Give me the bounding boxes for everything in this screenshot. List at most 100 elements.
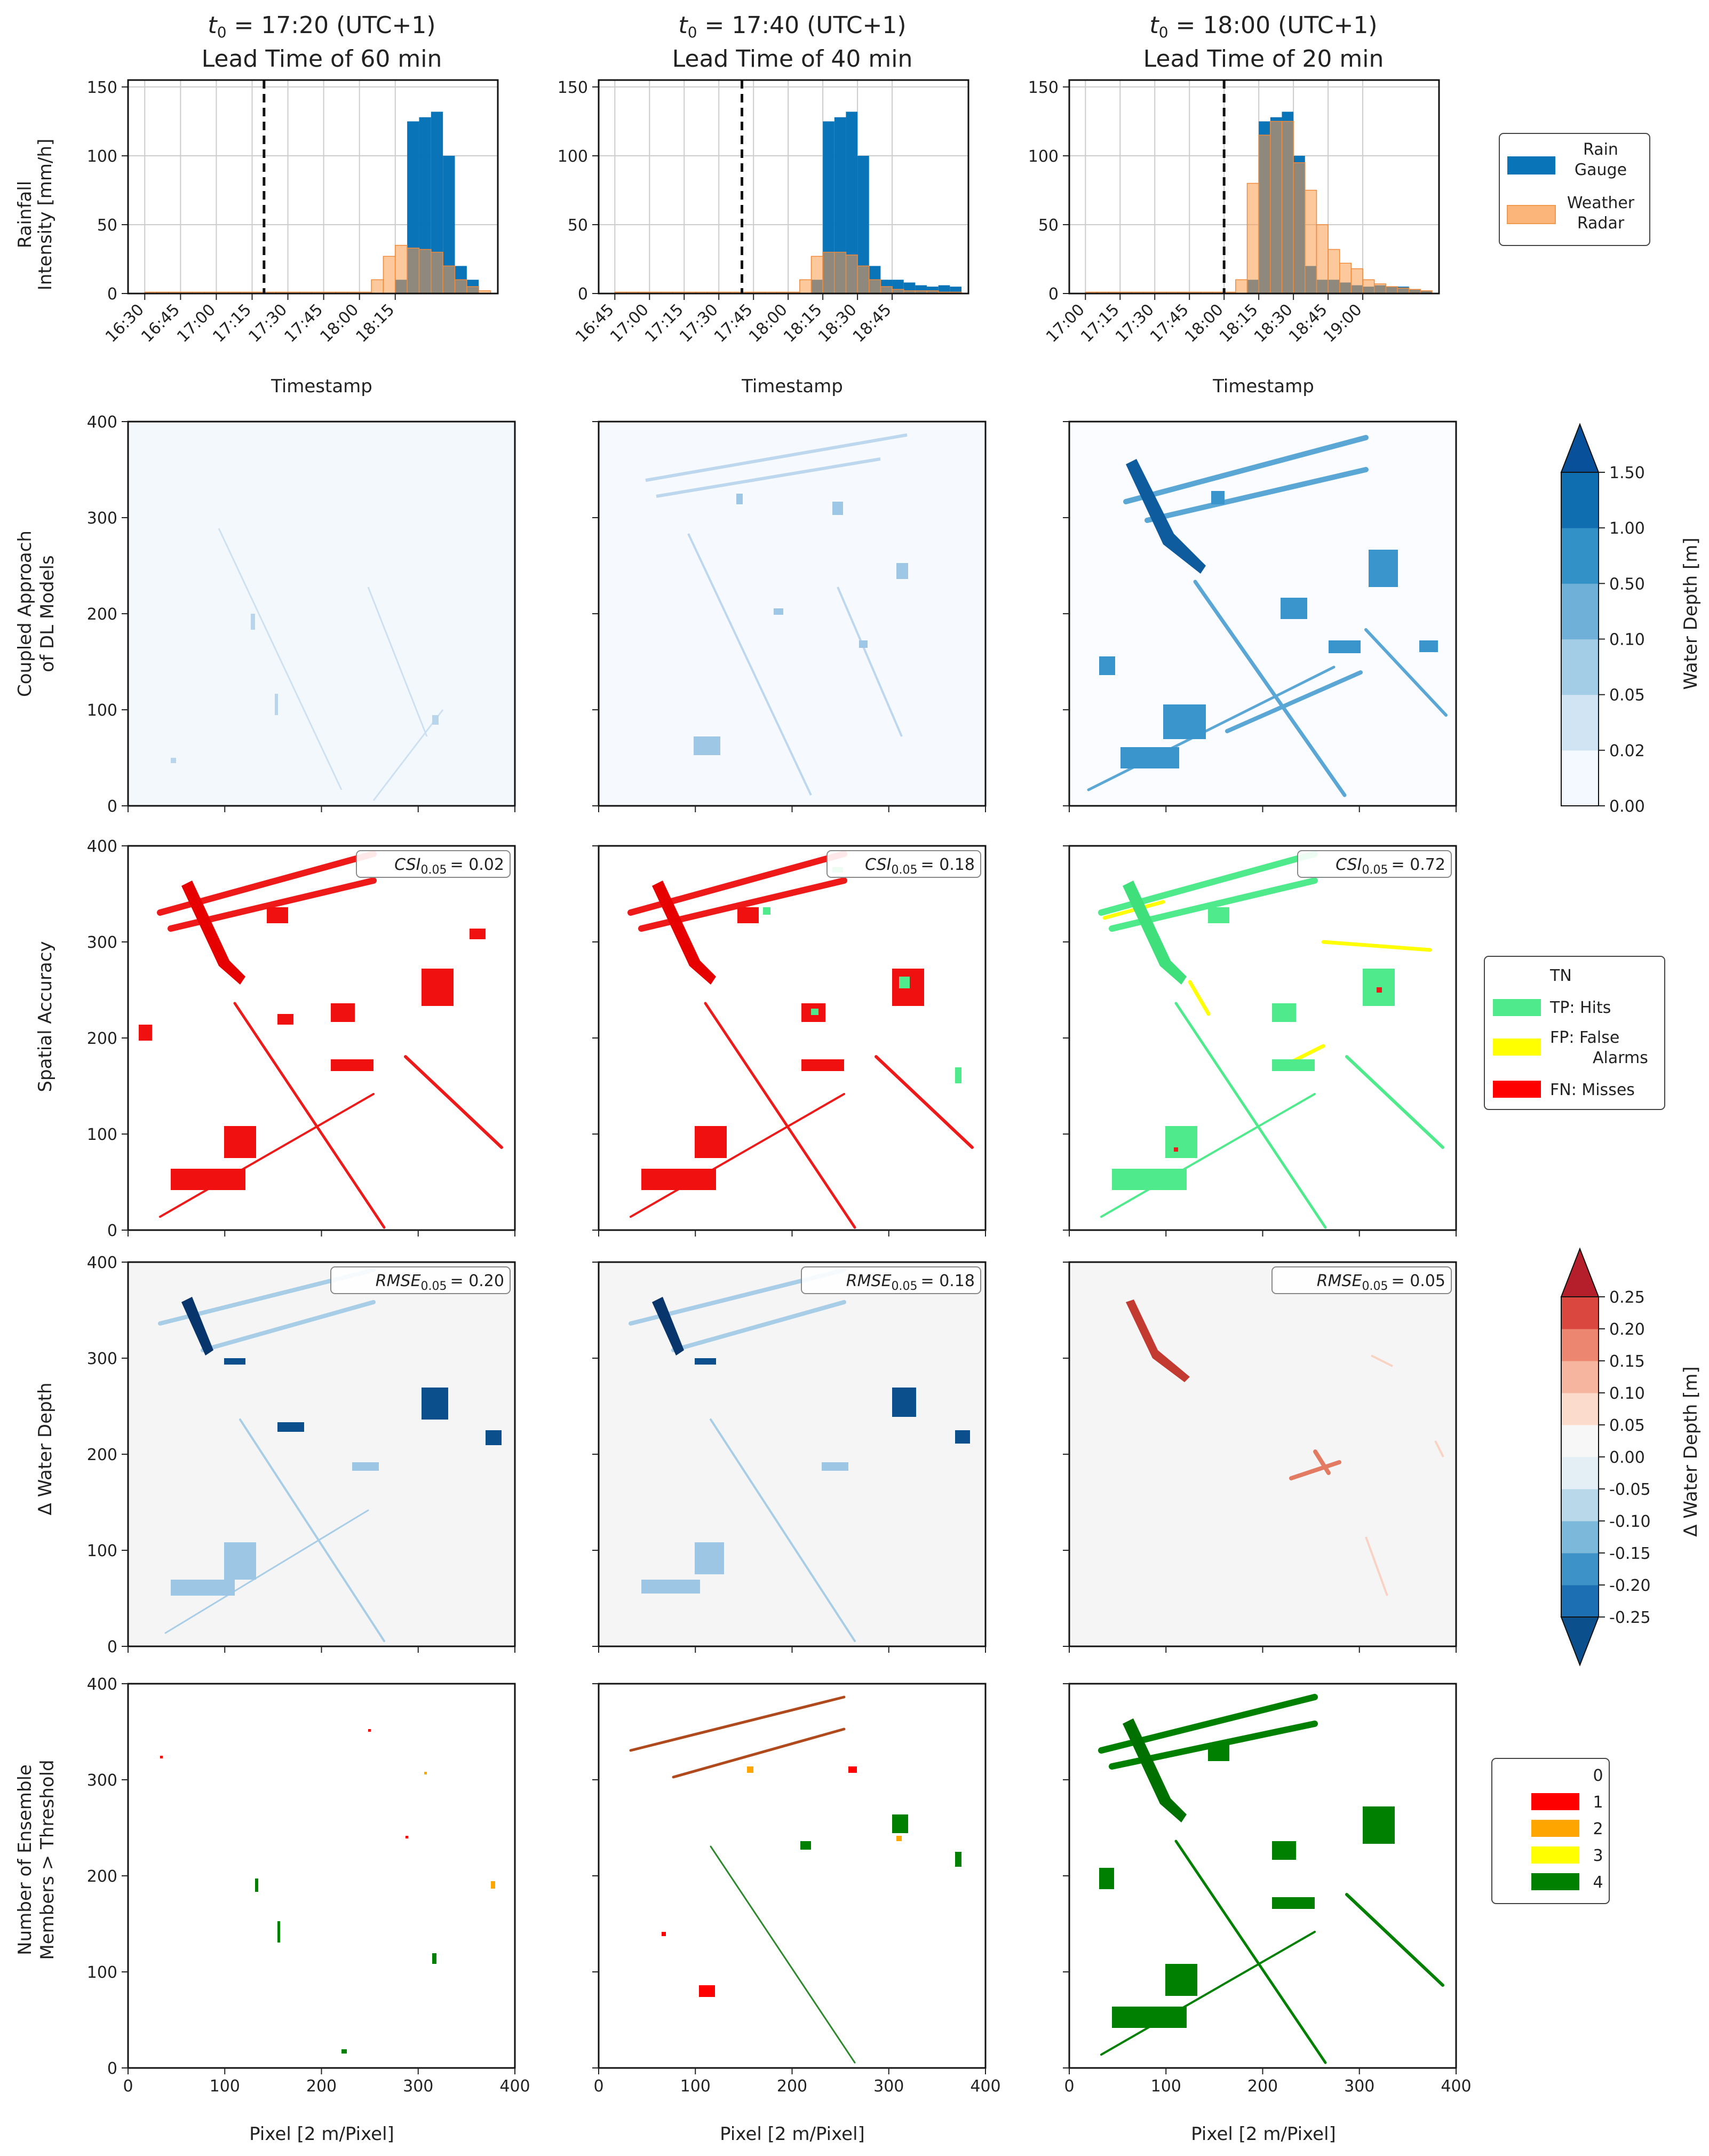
x-tick-label: 16:45 (572, 300, 618, 346)
map-xlabel-1: Pixel [2 m/Pixel] (249, 2123, 394, 2145)
radar-bar (383, 256, 396, 294)
x-tick-label: 18:30 (1251, 300, 1297, 346)
legend-radar-line2: Radar (1577, 214, 1625, 233)
x-tick-label: 17:30 (245, 300, 291, 346)
miss-patch (1174, 1147, 1178, 1152)
gauge-bar (834, 117, 846, 294)
colorbar-segment (1561, 1329, 1599, 1361)
colorbar-tick-label: 0.00 (1609, 797, 1645, 816)
legend-label-0: 0 (1593, 1766, 1603, 1785)
y-tick-label: 0 (107, 2059, 117, 2078)
water-patch (432, 715, 439, 725)
x-tick-label: 300 (403, 2077, 433, 2096)
map-xlabel-2: Pixel [2 m/Pixel] (720, 2123, 865, 2145)
plot-frame (127, 79, 499, 295)
water-patch (1211, 491, 1225, 504)
legend-label-2: 2 (1593, 1820, 1603, 1838)
legend-swatch-tn (1493, 967, 1541, 984)
x-tick-label: 17:00 (1043, 300, 1088, 346)
colorbar-tick-label: 1.00 (1609, 519, 1645, 538)
colorbar-segment (1561, 583, 1599, 639)
radar-bar (1350, 268, 1363, 294)
rain-xlabel-3: Timestamp (1212, 376, 1314, 397)
title-rest: = 17:20 (UTC+1) (227, 12, 436, 39)
miss-patch (801, 1059, 844, 1071)
colorbar-segment (1561, 639, 1599, 695)
metric-value: = 0.18 (921, 1272, 975, 1290)
accuracy-legend: TN TP: Hits FP: False Alarms FN: Misses (1484, 956, 1665, 1110)
miss-patch (224, 1126, 256, 1158)
rain-xlabel-2: Timestamp (741, 376, 843, 397)
colorbar-tick-label: -0.05 (1609, 1480, 1651, 1499)
y-tick-label: 50 (97, 216, 117, 235)
x-tick-label: 100 (210, 2077, 240, 2096)
ensemble-streak (672, 1727, 846, 1779)
water-patch (171, 758, 176, 763)
road-streak (367, 586, 428, 737)
legend-frame (1484, 956, 1665, 1110)
delta-map-3: RMSE0.05 = 0.05 (1068, 1261, 1457, 1647)
colorbar-segment (1561, 694, 1599, 751)
radar-bar (1339, 263, 1352, 294)
radar-bar (1258, 134, 1271, 294)
y-tick-label: 100 (558, 147, 588, 166)
radar-bar (371, 279, 384, 294)
y-tick-label: 100 (87, 701, 117, 720)
coupled-ylabel-line2: of DL Models (37, 555, 58, 672)
water-depth-colorbar: Water Depth [m] 0.00 0.02 0.05 0.10 0.50 1.00… (1560, 423, 1702, 816)
x-tick-label: 17:00 (173, 300, 219, 346)
miss-patch (695, 1126, 727, 1158)
colorbar-segment (1561, 750, 1599, 806)
x-tick-label: 17:15 (1077, 300, 1123, 346)
water-patch (859, 640, 868, 648)
y-tick-label: 200 (87, 1029, 117, 1048)
miss-patch (470, 929, 486, 939)
radar-bar (869, 279, 881, 294)
delta-streak (201, 1300, 376, 1352)
hit-streak (1100, 1093, 1316, 1218)
water-patch (1369, 550, 1398, 587)
annotation-box (356, 850, 511, 878)
delta-patch (822, 1462, 848, 1471)
ensemble-ylabel-line1: Number of Ensemble (14, 1764, 36, 1955)
radar-bar (1281, 121, 1294, 294)
road-streak (1123, 435, 1369, 504)
x-tick-label: 0 (1064, 2077, 1074, 2096)
delta-streak (1371, 1354, 1393, 1367)
gauge-bar (846, 112, 858, 294)
ensemble-patch (892, 1814, 908, 1833)
legend-fp-line2: Alarms (1593, 1049, 1648, 1067)
ensemble-patch (491, 1881, 495, 1889)
annotation-box (330, 1266, 511, 1294)
road-streak (1364, 628, 1448, 717)
water-patch (774, 608, 783, 615)
map-background (128, 846, 515, 1230)
coupled-row: Coupled Approach of DL Models (14, 421, 1702, 816)
colorbar-extend-top (1560, 423, 1600, 473)
hit-channel (1123, 881, 1187, 985)
hit-patch (811, 1009, 818, 1015)
ensemble-streak (1100, 1931, 1316, 2056)
road-streak (656, 457, 881, 498)
radar-bar (454, 279, 467, 294)
ensemble-patch (896, 1836, 902, 1841)
delta-patch (224, 1358, 245, 1365)
radar-bar (1305, 189, 1317, 294)
y-tick-label: 400 (87, 1254, 117, 1272)
water-patch (275, 694, 278, 715)
x-tick-label: 18:15 (1216, 300, 1262, 346)
ensemble-patch (800, 1841, 811, 1850)
delta-patch (892, 1388, 916, 1417)
false-alarm-streak (1188, 980, 1211, 1016)
road-streak (372, 709, 444, 801)
x-tick-label: 300 (1344, 2077, 1374, 2096)
hit-patch (763, 907, 770, 915)
colorbar-label: Δ Water Depth [m] (1680, 1366, 1702, 1536)
water-patch (1120, 747, 1179, 768)
colorbar-segment (1561, 472, 1599, 528)
radar-bar (880, 286, 893, 294)
rain-panel-1: 05010015016:3016:4517:0017:1517:3017:451… (87, 78, 499, 346)
hit-patch (1272, 1003, 1296, 1022)
colorbar-tick-label: 0.25 (1609, 1288, 1645, 1307)
gauge-bar (938, 285, 950, 294)
